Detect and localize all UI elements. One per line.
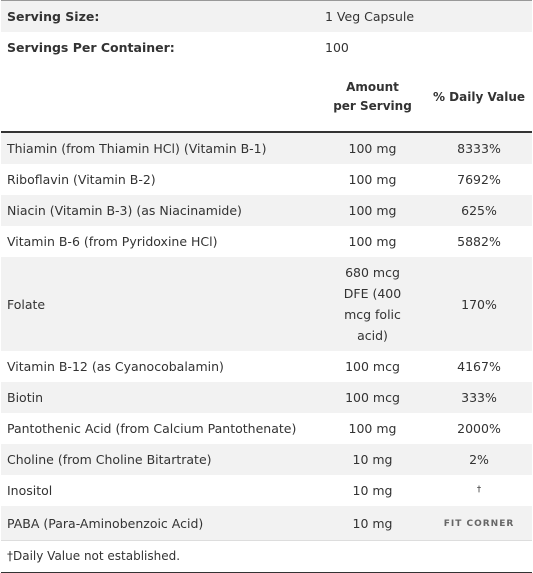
serving-row: Servings Per Container: 100 (1, 32, 532, 63)
watermark: FIT CORNER (443, 519, 515, 529)
nutrient-name: Pantothenic Acid (from Calcium Pantothen… (7, 421, 297, 436)
serving-row: Serving Size: 1 Veg Capsule (1, 0, 532, 32)
nutrient-amount: 100 mg (348, 172, 397, 187)
nutrient-dv: 333% (426, 382, 532, 413)
footnote-row: †Daily Value not established. (1, 540, 532, 573)
nutrient-row: Niacin (Vitamin B-3) (as Niacinamide) 100… (1, 195, 532, 226)
nutrient-name: Riboflavin (Vitamin B-2) (7, 172, 156, 187)
header-row: Amount per Serving% Daily Value (1, 63, 532, 133)
nutrient-name: Vitamin B-12 (as Cyanocobalamin) (7, 359, 224, 374)
nutrient-row: Thiamin (from Thiamin HCl) (Vitamin B-1)… (1, 132, 532, 164)
nutrient-name: Inositol (7, 483, 53, 498)
nutrient-dv: † (476, 485, 482, 495)
nutrient-row: Vitamin B-6 (from Pyridoxine HCl) 100 mg 5… (1, 226, 532, 257)
nutrient-dv: 4167% (457, 359, 501, 374)
nutrient-dv: 2% (426, 444, 532, 475)
nutrient-amount: 100 mcg (345, 359, 400, 374)
nutrient-amount: 10 mg (319, 506, 426, 541)
nutrient-dv: 170% (426, 257, 532, 351)
nutrient-name: PABA (Para-Aminobenzoic Acid) (1, 506, 319, 541)
nutrient-amount: 10 mg (319, 444, 426, 475)
nutrient-row: Pantothenic Acid (from Calcium Pantothen… (1, 413, 532, 444)
nutrient-name: Choline (from Choline Bitartrate) (1, 444, 319, 475)
header-amount: Amount per Serving (319, 63, 426, 133)
serving-value: 1 Veg Capsule (319, 0, 532, 32)
nutrient-name: Folate (1, 257, 319, 351)
nutrient-amount: 100 mg (348, 421, 397, 436)
nutrient-amount: 10 mg (352, 483, 393, 498)
nutrient-row: Inositol 10 mg † (1, 475, 532, 506)
nutrient-amount: 100 mg (348, 234, 397, 249)
dv-cell: FIT CORNER (426, 506, 532, 541)
serving-label: Serving Size: (1, 0, 319, 32)
header-spacer (1, 63, 319, 133)
nutrient-row: PABA (Para-Aminobenzoic Acid) 10 mg FIT CO… (1, 506, 532, 541)
nutrient-row: Riboflavin (Vitamin B-2) 100 mg 7692% (1, 164, 532, 195)
nutrient-row: Folate 680 mcg DFE (400 mcg folic acid) 17… (1, 257, 532, 351)
nutrient-dv: 5882% (457, 234, 501, 249)
nutrient-dv: 2000% (457, 421, 501, 436)
nutrient-amount: 680 mcg DFE (400 mcg folic acid) (319, 257, 426, 351)
serving-label: Servings Per Container: (7, 40, 175, 55)
nutrient-name: Biotin (1, 382, 319, 413)
nutrient-row: Choline (from Choline Bitartrate) 10 mg 2% (1, 444, 532, 475)
header-dv: % Daily Value (426, 63, 532, 133)
serving-value: 100 (325, 40, 349, 55)
nutrient-dv: 8333% (426, 132, 532, 164)
nutrient-dv: 7692% (457, 172, 501, 187)
nutrient-name: Niacin (Vitamin B-3) (as Niacinamide) (1, 195, 319, 226)
footnote: †Daily Value not established. (1, 540, 532, 573)
nutrient-dv: 625% (426, 195, 532, 226)
nutrient-amount: 100 mg (319, 195, 426, 226)
nutrient-row: Vitamin B-12 (as Cyanocobalamin) 100 mcg 4… (1, 351, 532, 382)
nutrient-row: Biotin 100 mcg 333% (1, 382, 532, 413)
nutrient-amount: 100 mg (319, 132, 426, 164)
nutrient-amount: 100 mcg (319, 382, 426, 413)
nutrient-name: Thiamin (from Thiamin HCl) (Vitamin B-1) (1, 132, 319, 164)
nutrient-name: Vitamin B-6 (from Pyridoxine HCl) (7, 234, 218, 249)
